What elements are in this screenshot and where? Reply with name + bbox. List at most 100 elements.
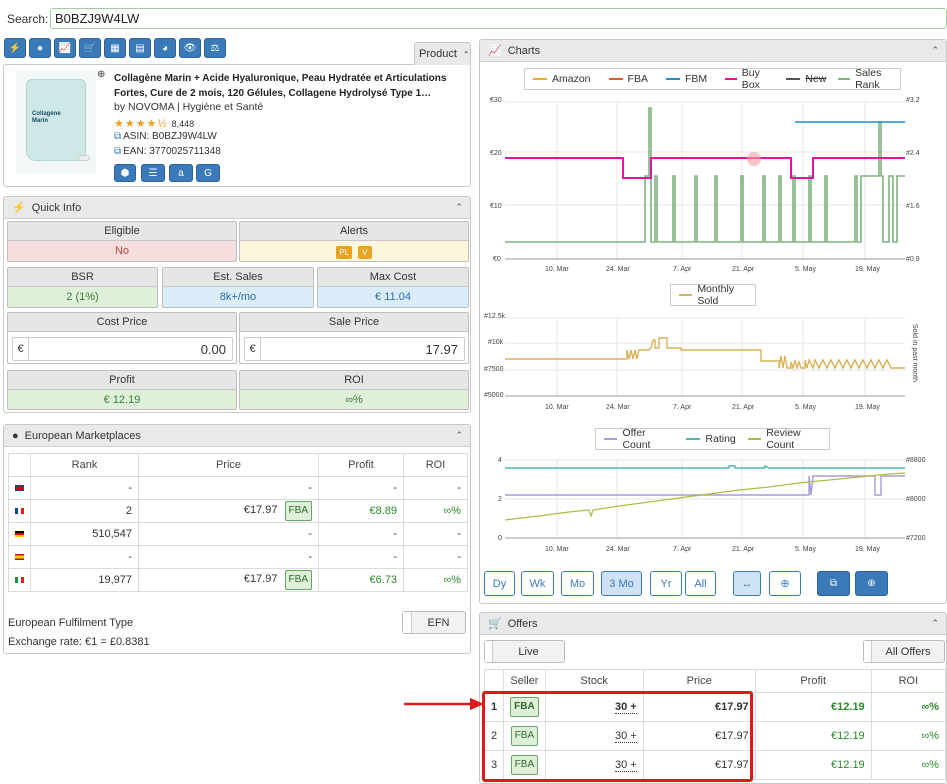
marketplace-row-fr[interactable]: 2 €17.97 FBA €8.89 ∞% bbox=[8, 499, 468, 523]
zoom-icon[interactable]: ⊕ bbox=[769, 571, 801, 596]
fba-badge[interactable]: FBA bbox=[510, 755, 539, 775]
all-offers-toggle[interactable]: All Offers bbox=[863, 640, 945, 663]
marketplace-row-es[interactable]: - - - - bbox=[8, 545, 468, 569]
product-title[interactable]: Collagène Marin + Acide Hyaluronique, Pe… bbox=[114, 73, 447, 99]
charts-header[interactable]: 📈 Charts ⌃ bbox=[480, 40, 946, 62]
fba-badge[interactable]: FBA bbox=[510, 726, 539, 746]
fba-badge[interactable]: FBA bbox=[510, 697, 539, 717]
offer-row[interactable]: 3 FBA 30 + €17.97 €12.19 ∞% bbox=[483, 750, 947, 780]
cart-icon[interactable]: 🛒 bbox=[79, 38, 101, 58]
legend-rating[interactable]: Rating bbox=[686, 433, 736, 445]
price-chart[interactable] bbox=[479, 92, 947, 277]
range-month-button[interactable]: Mo bbox=[561, 571, 594, 596]
monthly-sold-chart[interactable] bbox=[479, 310, 947, 410]
chevron-up-icon: ⌃ bbox=[462, 49, 470, 59]
bolt-icon[interactable]: ⚡ bbox=[4, 38, 26, 58]
copy-icon[interactable]: ⧉ bbox=[114, 131, 122, 142]
fba-badge[interactable]: FBA bbox=[284, 501, 312, 521]
legend-new[interactable]: New bbox=[786, 73, 826, 85]
eye-icon[interactable]: 👁 bbox=[179, 38, 201, 58]
quick-info-header[interactable]: ⚡ Quick Info ⌃ bbox=[4, 197, 470, 219]
marketplaces-header[interactable]: ● European Marketplaces ⌃ bbox=[4, 425, 470, 447]
cost-price-input[interactable]: € 0.00 bbox=[12, 337, 233, 361]
chart-icon[interactable]: 📈 bbox=[54, 38, 76, 58]
roi-cell: ROI ∞% bbox=[239, 370, 469, 410]
legend-sales-rank[interactable]: Sales Rank bbox=[838, 67, 900, 91]
efn-toggle[interactable]: EFN bbox=[402, 611, 466, 634]
pie-icon[interactable]: ◕ bbox=[154, 38, 176, 58]
offer-row[interactable]: 1 FBA 30 + €17.97 €12.19 ∞% bbox=[483, 692, 947, 722]
chart1-legend: Amazon FBA FBM Buy Box New Sales Rank bbox=[524, 67, 901, 91]
expand-horizontal-icon[interactable]: ↔ bbox=[733, 571, 761, 596]
table-icon[interactable]: ▤ bbox=[129, 38, 151, 58]
legend-offer-count[interactable]: Offer Count bbox=[604, 427, 674, 451]
chevron-up-icon[interactable]: ⌃ bbox=[931, 618, 939, 628]
list-icon[interactable]: ☰ bbox=[141, 164, 165, 182]
search-input[interactable] bbox=[50, 8, 947, 29]
alerts-cell: Alerts PL V bbox=[239, 221, 469, 262]
offers-header[interactable]: 🛒 Offers ⌃ bbox=[480, 613, 946, 635]
sale-price-cell: Sale Price € 17.97 bbox=[239, 312, 469, 364]
range-day-button[interactable]: Dy bbox=[484, 571, 515, 596]
monthly-sold-line bbox=[505, 337, 905, 371]
legend-buybox[interactable]: Buy Box bbox=[725, 67, 774, 91]
profit-cell: Profit € 12.19 bbox=[7, 370, 237, 410]
chevron-up-icon[interactable]: ⌃ bbox=[455, 202, 463, 212]
quick-info-panel: ⚡ Quick Info ⌃ Eligible No Alerts PL V BS… bbox=[3, 196, 471, 413]
cost-price-cell: Cost Price € 0.00 bbox=[7, 312, 237, 364]
eligible-cell: Eligible No bbox=[7, 221, 237, 262]
cart-icon: 🛒 bbox=[488, 618, 502, 630]
range-week-button[interactable]: Wk bbox=[521, 571, 554, 596]
highlight-box bbox=[482, 691, 753, 782]
hover-marker bbox=[747, 152, 761, 166]
fba-badge[interactable]: FBA bbox=[284, 570, 312, 590]
search-label: Search: bbox=[7, 12, 49, 26]
zoom-icon[interactable]: ⊕ bbox=[97, 69, 106, 80]
exchange-rate: Exchange rate: €1 = £0.8381 bbox=[8, 636, 150, 648]
bsr-cell: BSR 2 (1%) bbox=[7, 267, 158, 308]
range-3month-button[interactable]: 3 Mo bbox=[601, 571, 642, 596]
asin-row[interactable]: ⧉ ASIN: B0BZJ9W4LW bbox=[114, 131, 217, 142]
v-badge[interactable]: V bbox=[358, 245, 372, 259]
offer-rating-chart[interactable] bbox=[479, 454, 947, 546]
range-all-button[interactable]: All bbox=[685, 571, 716, 596]
it-flag-icon bbox=[15, 577, 24, 583]
box-icon[interactable]: ⬢ bbox=[114, 164, 136, 182]
brand-line: by NOVOMA | Hygiène et Santé bbox=[114, 101, 264, 113]
marketplace-row-de[interactable]: 510,547 - - - bbox=[8, 522, 468, 546]
google-icon[interactable]: G bbox=[196, 164, 220, 182]
fr-flag-icon bbox=[15, 508, 24, 514]
product-image: Collagène Marin bbox=[16, 71, 96, 173]
buybox-line bbox=[505, 157, 905, 179]
marketplaces-table: Rank Price Profit ROI - - - - 2 €17.97 F… bbox=[8, 453, 468, 592]
external-link-icon[interactable]: ⧉ bbox=[817, 571, 850, 596]
globe-icon[interactable]: ● bbox=[29, 38, 51, 58]
product-tab[interactable]: Product ⌃ bbox=[414, 42, 471, 65]
legend-fba[interactable]: FBA bbox=[608, 73, 648, 85]
bolt-icon: ⚡ bbox=[12, 202, 26, 214]
chevron-up-icon[interactable]: ⌃ bbox=[931, 45, 939, 55]
plus-icon[interactable]: ⊕ bbox=[855, 571, 888, 596]
arrow-icon bbox=[404, 698, 484, 710]
range-year-button[interactable]: Yr bbox=[650, 571, 682, 596]
marketplace-row-it[interactable]: 19,977 €17.97 FBA €6.73 ∞% bbox=[8, 568, 468, 592]
live-toggle[interactable]: Live bbox=[484, 640, 565, 663]
sales-rank-line bbox=[505, 107, 905, 243]
pl-badge[interactable]: PL bbox=[336, 245, 353, 259]
offer-count-line bbox=[505, 475, 905, 496]
copy-icon[interactable]: ⧉ bbox=[114, 146, 122, 157]
marketplace-row-uk[interactable]: - - - - bbox=[8, 476, 468, 500]
amazon-icon[interactable]: a bbox=[169, 164, 193, 182]
legend-monthly-sold[interactable]: Monthly Sold bbox=[679, 283, 755, 307]
stars-icon: ★★★★½ bbox=[114, 118, 168, 130]
scale-icon[interactable]: ⚖ bbox=[204, 38, 226, 58]
legend-amazon[interactable]: Amazon bbox=[533, 73, 591, 85]
legend-review-count[interactable]: Review Count bbox=[747, 427, 829, 451]
fulfilment-label: European Fulfilment Type bbox=[8, 617, 134, 629]
calculator-icon[interactable]: ▦ bbox=[104, 38, 126, 58]
ean-row[interactable]: ⧉ EAN: 3770025711348 bbox=[114, 146, 221, 157]
chevron-up-icon[interactable]: ⌃ bbox=[455, 430, 463, 440]
legend-fbm[interactable]: FBM bbox=[665, 73, 707, 85]
sale-price-input[interactable]: € 17.97 bbox=[244, 337, 465, 361]
rating-line bbox=[505, 464, 905, 469]
